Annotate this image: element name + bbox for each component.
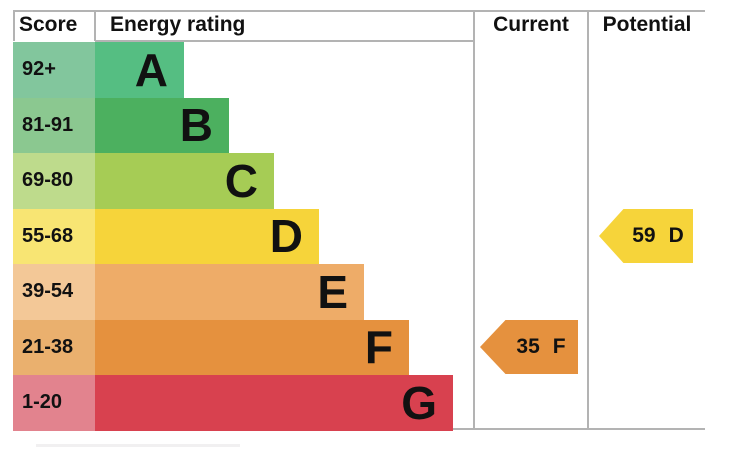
potential-rating-arrow: 59 D	[599, 209, 693, 263]
band-bar-c: C	[95, 153, 274, 209]
band-bar-d: D	[95, 208, 319, 264]
band-bar-b: B	[95, 97, 229, 153]
table-top-border	[13, 10, 705, 12]
header-left-border	[13, 10, 15, 41]
potential-rating-value: 59	[632, 224, 656, 247]
rating-bands: 92+ A 81-91 B 69-80 C 55-68 D 39-54 E 21…	[13, 42, 453, 431]
energy-rating-column-header: Energy rating	[110, 13, 246, 36]
score-range-label: 21-38	[13, 319, 95, 375]
band-row-e: 39-54 E	[13, 264, 453, 320]
band-bar-g: G	[95, 375, 453, 431]
band-row-b: 81-91 B	[13, 97, 453, 153]
band-row-c: 69-80 C	[13, 153, 453, 209]
table-bottom-border	[453, 428, 705, 430]
potential-column-header: Potential	[602, 13, 692, 36]
current-rating-letter: F	[552, 335, 566, 358]
band-row-g: 1-20 G	[13, 375, 453, 431]
current-rating-arrow: 35 F	[480, 320, 578, 374]
score-column-divider	[94, 10, 96, 41]
score-range-label: 1-20	[13, 375, 95, 431]
score-range-label: 92+	[13, 42, 95, 98]
scan-artifact-line	[36, 444, 240, 447]
header-bottom-border	[95, 40, 475, 42]
band-row-a: 92+ A	[13, 42, 453, 98]
score-range-label: 39-54	[13, 264, 95, 320]
current-column-divider	[473, 10, 475, 430]
band-row-d: 55-68 D	[13, 208, 453, 264]
score-column-header: Score	[19, 13, 78, 36]
potential-rating-letter: D	[668, 224, 684, 247]
band-bar-f: F	[95, 319, 409, 375]
band-row-f: 21-38 F	[13, 319, 453, 375]
current-rating-value: 35	[516, 335, 540, 358]
score-range-label: 81-91	[13, 97, 95, 153]
score-range-label: 55-68	[13, 208, 95, 264]
potential-column-divider	[587, 10, 589, 430]
current-column-header: Current	[493, 13, 569, 36]
band-bar-a: A	[95, 42, 184, 98]
score-range-label: 69-80	[13, 153, 95, 209]
band-bar-e: E	[95, 264, 364, 320]
